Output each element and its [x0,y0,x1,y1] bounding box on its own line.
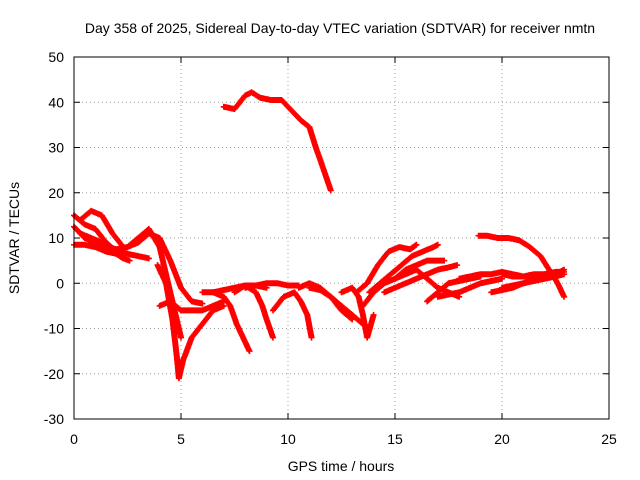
series-arc-13 [270,289,315,341]
y-tick-label: 0 [56,275,64,291]
y-tick-label: 50 [48,49,64,65]
y-tick-label: -30 [44,411,64,427]
data-points [71,89,568,382]
axis-ticks: 0 5 10 15 20 25 -30 -20 -10 0 10 20 30 40 50 [44,49,617,447]
data-point-markers [306,284,366,327]
data-point-markers [242,280,302,291]
data-point-markers [199,289,253,355]
series-arc-2 [71,212,184,341]
data-point-markers [434,275,505,300]
y-tick-label: 20 [48,185,64,201]
y-tick-label: -20 [44,366,64,382]
y-tick-label: 10 [48,230,64,246]
series-arc-8 [156,298,227,314]
series-arc-7 [154,262,227,382]
data-point-markers [156,298,227,314]
data-point-markers [270,289,315,341]
x-tick-label: 0 [70,431,78,447]
chart-title: Day 358 of 2025, Sidereal Day-to-day VTE… [85,20,595,36]
data-point-markers [71,212,184,341]
y-tick-label: -10 [44,321,64,337]
series-arc-15 [306,284,366,327]
y-axis-label: SDTVAR / TECUs [6,182,22,294]
x-tick-label: 10 [280,431,296,447]
series-arc-28 [499,268,568,280]
x-tick-label: 15 [387,431,403,447]
data-point-markers [77,207,127,251]
data-point-markers [499,268,568,280]
x-tick-label: 5 [177,431,185,447]
series-arc-27 [499,271,568,291]
x-tick-label: 20 [494,431,510,447]
series-arc-25 [475,232,568,300]
series-arc-5 [77,207,127,251]
series-arc-12 [242,280,302,291]
data-point-markers [353,241,420,296]
series-arc-18 [366,241,441,296]
series-arc-17 [353,241,420,296]
series-arc-9 [199,289,253,355]
y-tick-label: 30 [48,140,64,156]
data-point-markers [154,262,227,382]
series-arc-6 [77,230,133,264]
data-point-markers [475,232,568,300]
y-tick-label: 40 [48,94,64,110]
data-point-markers [77,230,133,264]
x-tick-label: 25 [601,431,617,447]
series-arc-1 [220,89,334,194]
data-point-markers [220,89,334,194]
data-point-markers [366,241,441,296]
data-point-markers [499,271,568,291]
series-arc-23 [434,275,505,300]
x-axis-label: GPS time / hours [288,458,395,474]
